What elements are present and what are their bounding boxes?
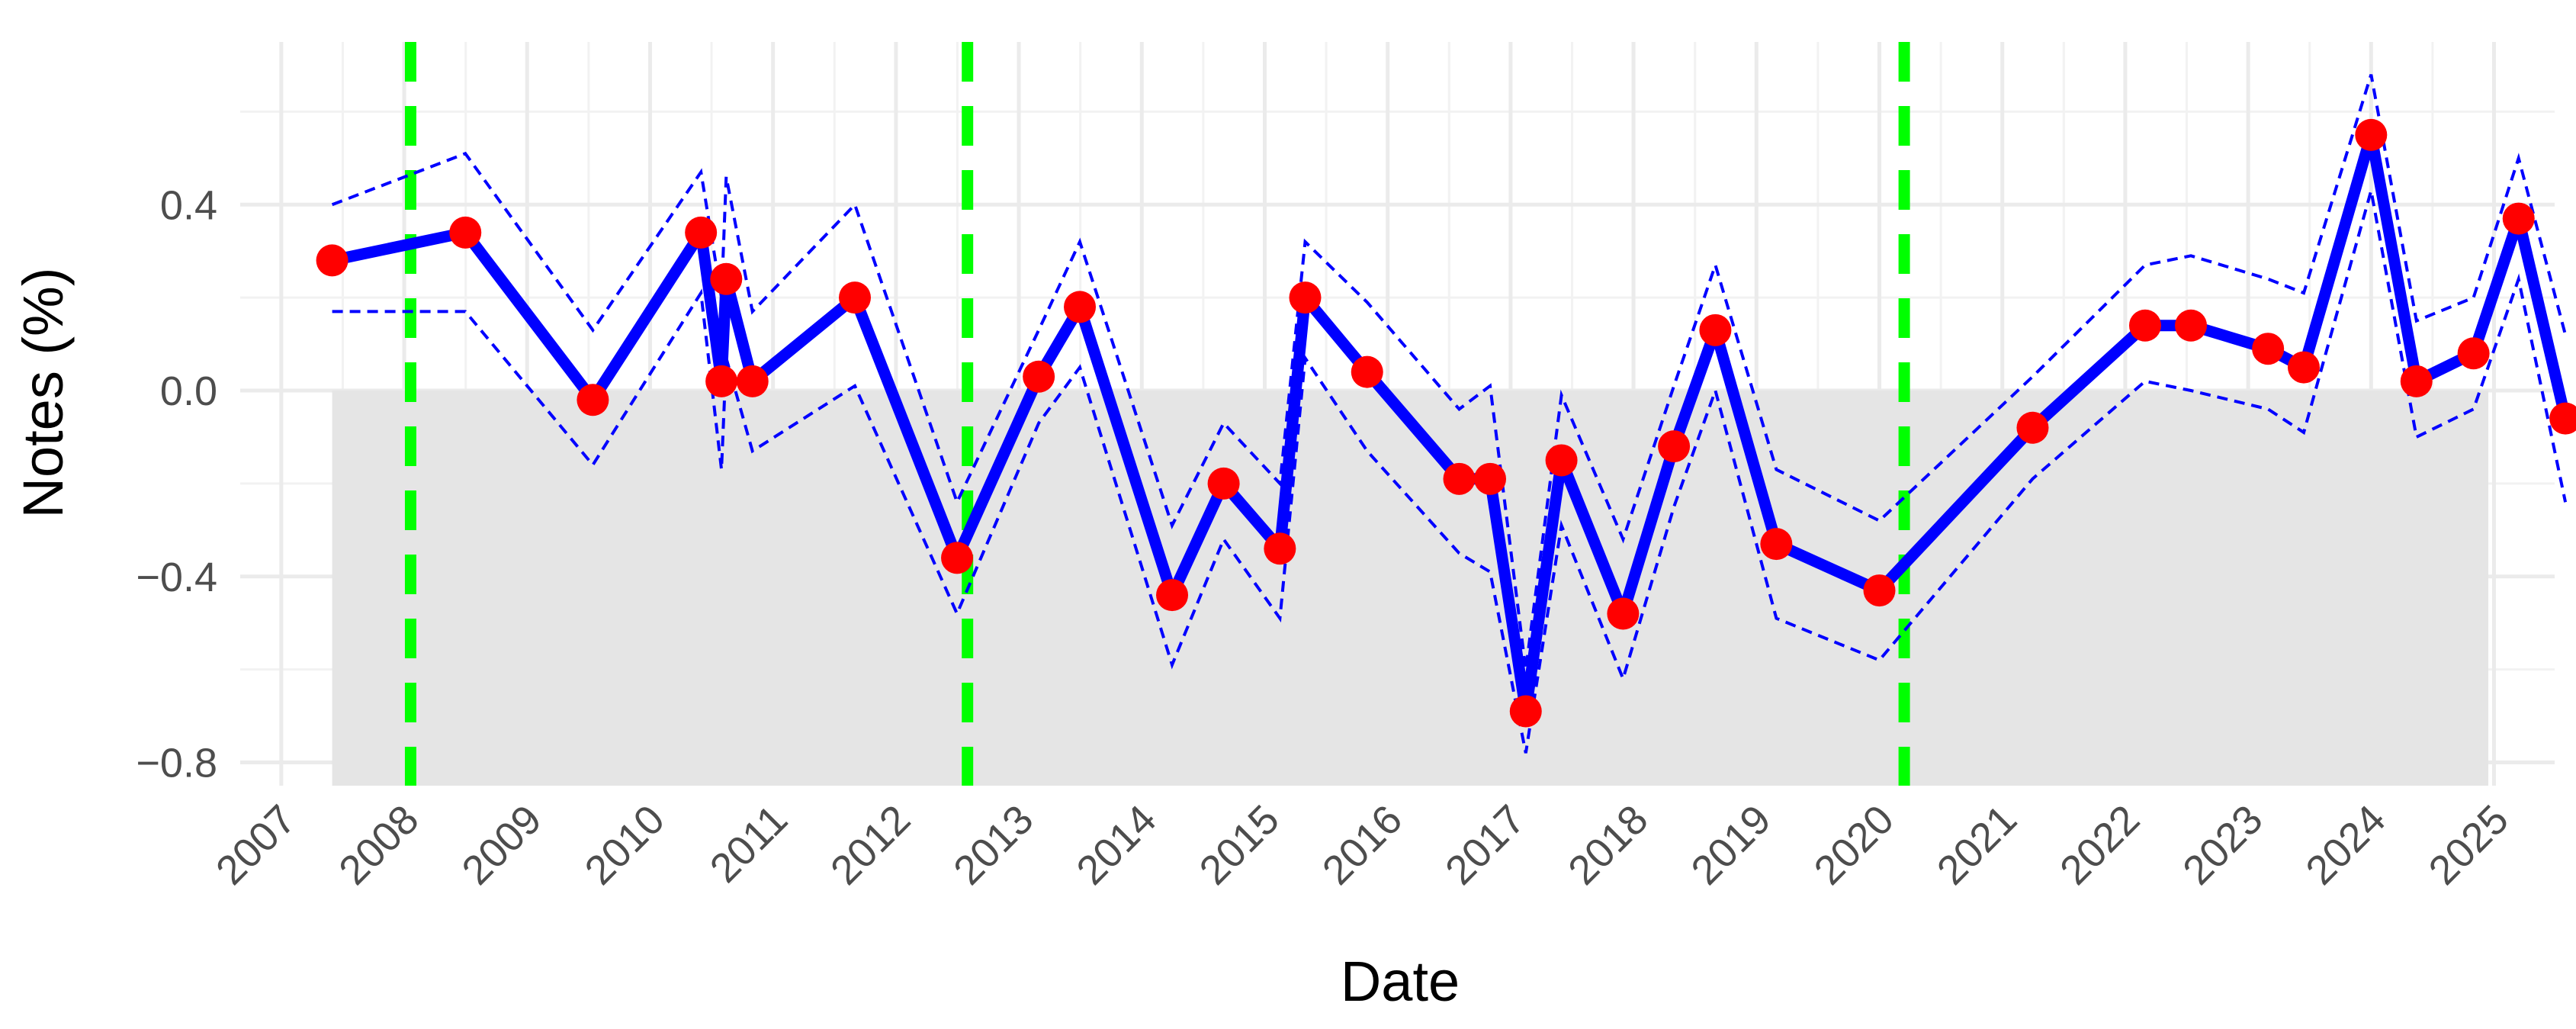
x-tick-label: 2015 xyxy=(1191,796,1288,893)
x-tick-label: 2023 xyxy=(2174,796,2271,893)
data-point xyxy=(2175,309,2208,342)
data-point xyxy=(705,365,738,397)
confidence-band-lines xyxy=(331,74,2568,754)
x-tick-label: 2020 xyxy=(1806,796,1903,893)
data-point xyxy=(1351,355,1383,388)
x-tick-label: 2016 xyxy=(1314,796,1411,893)
data-point xyxy=(2252,333,2285,365)
x-axis-title: Date xyxy=(1341,950,1460,1013)
y-axis-title: Notes (%) xyxy=(11,268,75,519)
data-point xyxy=(1289,281,1322,314)
y-tick-label: −0.8 xyxy=(136,741,217,786)
data-point xyxy=(1699,314,1732,346)
shaded-rect xyxy=(332,391,2489,786)
data-point xyxy=(1607,597,1640,630)
y-tick-label: 0.4 xyxy=(160,182,217,228)
x-tick-label: 2018 xyxy=(1559,796,1656,893)
data-point xyxy=(1264,532,1296,565)
data-point xyxy=(941,542,974,574)
data-point xyxy=(1023,360,1055,393)
data-point xyxy=(1760,528,1793,561)
data-point xyxy=(1207,467,1240,500)
data-point xyxy=(2502,202,2535,235)
x-tick-label: 2021 xyxy=(1929,796,2025,893)
x-tick-label: 2007 xyxy=(207,796,304,893)
data-point xyxy=(2355,118,2388,151)
data-point xyxy=(2457,337,2490,370)
data-point xyxy=(316,244,348,277)
x-tick-label: 2022 xyxy=(2051,796,2148,893)
x-tick-label: 2019 xyxy=(1682,796,1779,893)
x-tick-label: 2008 xyxy=(330,796,427,893)
upper-band-line xyxy=(331,74,2568,670)
x-tick-label: 2014 xyxy=(1068,796,1164,893)
data-point xyxy=(1156,579,1189,612)
data-point xyxy=(839,281,872,314)
x-tick-label: 2024 xyxy=(2297,796,2394,893)
data-point xyxy=(736,365,769,397)
x-tick-label: 2012 xyxy=(822,796,919,893)
x-tick-label: 2017 xyxy=(1437,796,1534,893)
data-point xyxy=(1658,430,1691,463)
x-tick-label: 2013 xyxy=(945,796,1042,893)
data-point xyxy=(1509,695,1542,728)
data-point xyxy=(2016,411,2049,444)
y-tick-label: −0.4 xyxy=(136,555,217,600)
x-tick-labels: 2007 2008 2009 2010 2011 2012 2013 2014 2015 2016… xyxy=(207,796,2517,893)
data-point xyxy=(710,262,743,295)
data-point xyxy=(2400,365,2433,397)
negative-region-shading xyxy=(332,391,2489,786)
data-point xyxy=(1474,462,1507,495)
x-tick-label: 2009 xyxy=(453,796,550,893)
y-tick-labels: 0.4 0.0 −0.4 −0.8 xyxy=(136,182,217,786)
data-point xyxy=(1443,462,1476,495)
data-point xyxy=(1064,291,1097,323)
data-point xyxy=(685,216,718,249)
data-point xyxy=(2549,402,2576,435)
y-tick-label: 0.0 xyxy=(160,368,217,414)
x-tick-label: 2011 xyxy=(702,796,797,892)
data-point xyxy=(2128,309,2161,342)
data-point xyxy=(2287,351,2320,384)
data-point xyxy=(1863,574,1896,607)
estimate-points xyxy=(316,118,2576,728)
data-point xyxy=(449,216,482,249)
x-tick-label: 2025 xyxy=(2420,796,2517,893)
x-tick-label: 2010 xyxy=(577,796,673,893)
data-point xyxy=(1545,444,1578,477)
data-point xyxy=(577,384,609,416)
